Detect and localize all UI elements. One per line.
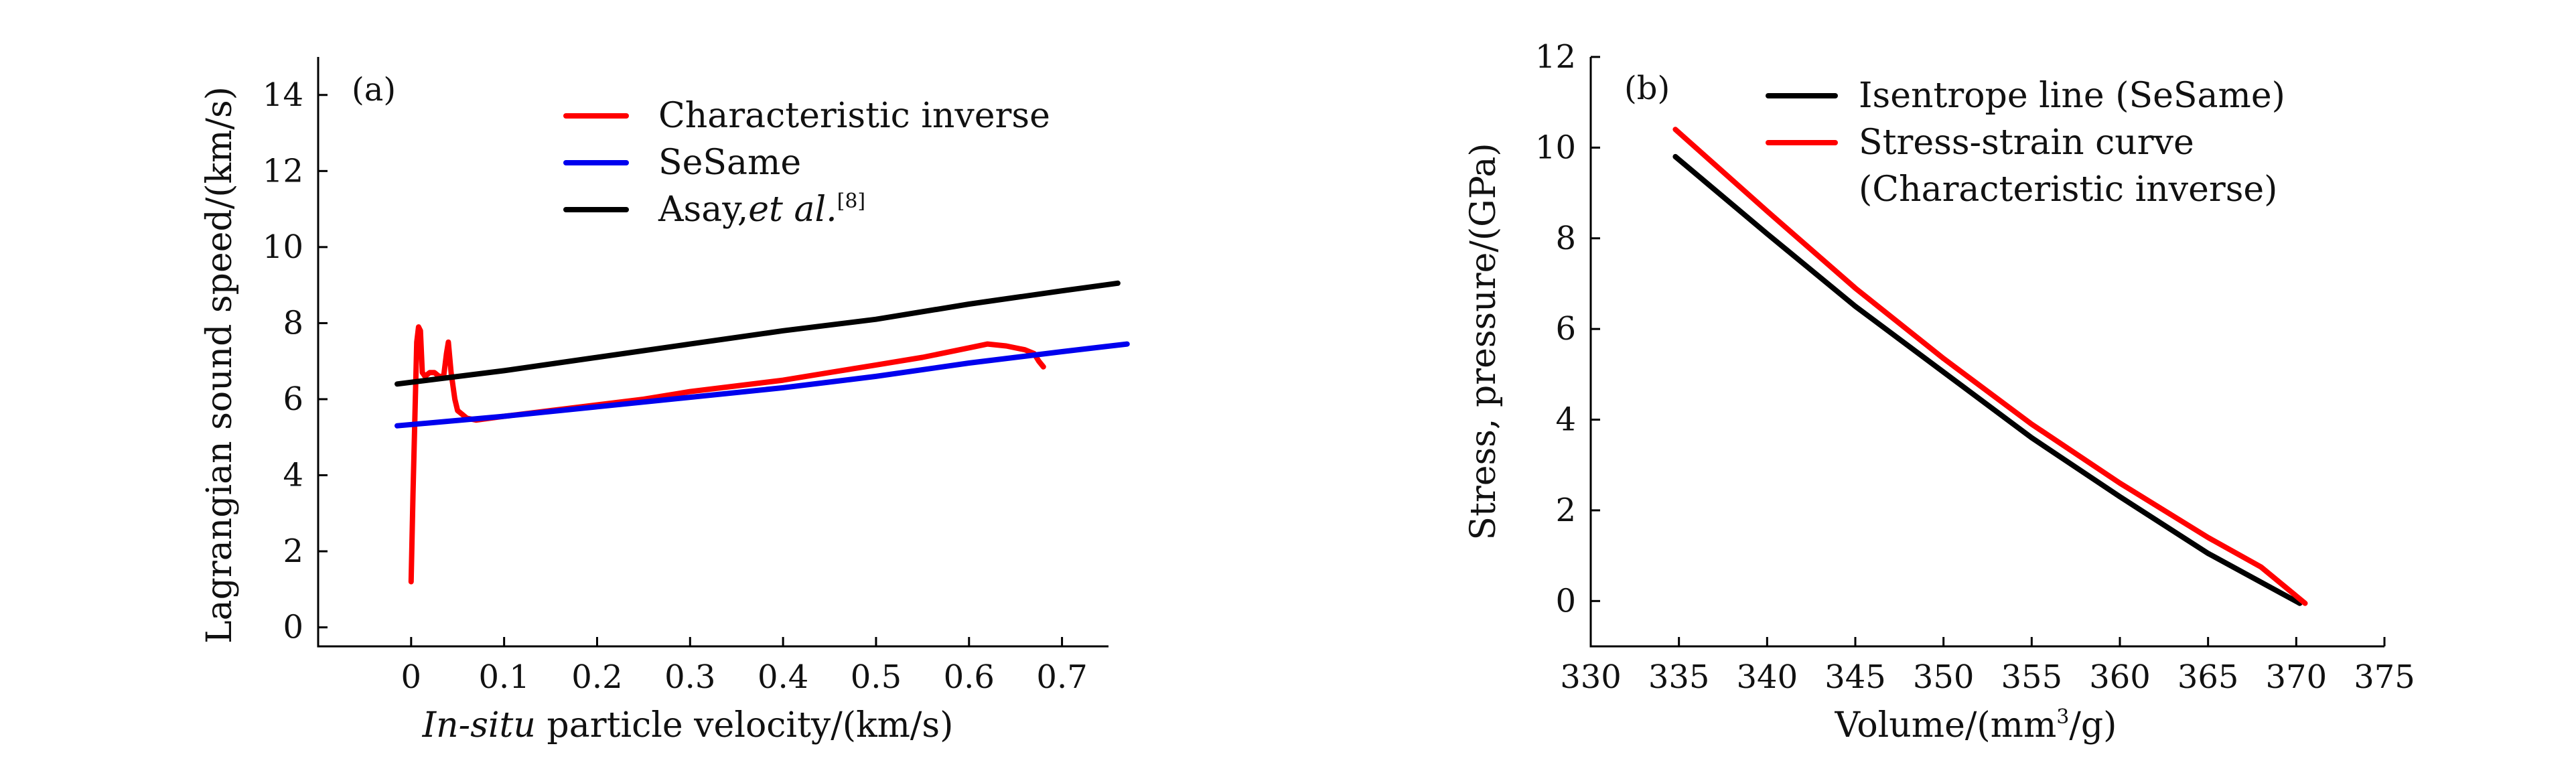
panel-a-y-axis-title: Lagrangian sound speed/(km/s) (200, 86, 240, 644)
panel-a-legend-label-sesame: SeSame (658, 143, 801, 183)
panel-b-y-tick-label: 6 (1555, 310, 1576, 348)
panel-a-x-axis-title-italic: In-situ (422, 705, 536, 745)
panel-a-series-asay (395, 280, 1121, 387)
panel-b-x-axis-title-suffix: /g) (2069, 705, 2117, 745)
panel-a-x-tick-label: 0 (401, 658, 422, 696)
panel-b-legend-label-isentrope: Isentrope line (SeSame) (1859, 76, 2285, 116)
panel-b-x-tick-label: 330 (1560, 658, 1622, 696)
panel-a-x-tick-label: 0.1 (478, 658, 529, 696)
panel-a-series-sesame (395, 341, 1130, 429)
panel-b-x-tick-label: 365 (2177, 658, 2239, 696)
panel-a-x-tick-label: 0.2 (571, 658, 622, 696)
panel-a-legend-label-asay: Asay,et al.[8] (658, 190, 865, 230)
panel-a-y-tick-label: 0 (283, 609, 303, 646)
panel-a-y-tick-label: 4 (283, 457, 303, 494)
panel-a-plot-area: 0 0.1 0.2 0.3 0.4 0.5 0.6 0.7 0 2 4 6 8 10 12 14 (263, 57, 1130, 696)
panel-a-x-tick-label: 0.4 (758, 658, 808, 696)
panel-b-plot-area: 330 335 340 345 350 355 360 365 370 375 0 2 4 6 8 10 12 (1535, 38, 2415, 696)
panel-b-legend-label-stress-strain: Stress-strain curve (1859, 123, 2194, 163)
panel-a-y-tick-label: 2 (283, 532, 303, 570)
panel-a-label: (a) (352, 71, 396, 109)
panel-b-x-tick-label: 350 (1913, 658, 1975, 696)
panel-b-y-tick-label: 2 (1555, 492, 1576, 529)
panel-a-y-tick-label: 12 (263, 152, 303, 190)
panel-b-label: (b) (1624, 70, 1670, 107)
panel-b-x-axis-title-prefix: Volume/(mm (1835, 705, 2057, 745)
panel-b-x-tick-label: 335 (1648, 658, 1710, 696)
panel-a-legend-asay-etal: et al. (748, 190, 837, 230)
panel-a-y-tick-label: 10 (263, 228, 303, 266)
panel-b-x-tick-label: 340 (1737, 658, 1798, 696)
panel-b-series-isentrope (1672, 153, 2303, 606)
panel-b-x-tick-label: 355 (2001, 658, 2063, 696)
panel-a-x-tick-label: 0.6 (944, 658, 995, 696)
panel-a-y-tick-label: 8 (283, 304, 303, 342)
panel-b-y-tick-label: 10 (1535, 129, 1576, 166)
panel-a-x-axis-title-rest: particle velocity/(km/s) (536, 705, 954, 745)
panel-b-x-axis-title: Volume/(mm3/g) (1835, 705, 2117, 745)
panel-b-series-stress-strain (1672, 127, 2308, 606)
panel-a-legend-asay-ref: [8] (837, 190, 866, 213)
panel-b-y-tick-label: 8 (1555, 220, 1576, 257)
panel-b-legend: Isentrope line (SeSame) Stress-strain cu… (1766, 76, 2285, 210)
panel-b-y-axis-title: Stress, pressure/(GPa) (1463, 143, 1504, 540)
panel-b-x-tick-label: 370 (2266, 658, 2328, 696)
panel-b-x-tick-label: 360 (2089, 658, 2151, 696)
panel-b-y-tick-label: 12 (1535, 38, 1576, 76)
panel-a-x-tick-label: 0.5 (851, 658, 902, 696)
panel-a-legend: Characteristic inverse SeSame Asay,et al… (563, 96, 1050, 230)
panel-b-legend-label-stress-strain-line2: (Characteristic inverse) (1859, 169, 2277, 210)
panel-a-y-tick-label: 14 (263, 76, 303, 114)
panel-b-x-tick-label: 345 (1824, 658, 1886, 696)
panel-a-legend-asay-name: Asay, (658, 190, 748, 230)
panel-a-legend-label-characteristic: Characteristic inverse (658, 96, 1050, 136)
panel-a-x-tick-label: 0.7 (1036, 658, 1087, 696)
panel-a-axes (317, 57, 1108, 648)
panel-a-x-axis-title: In-situ particle velocity/(km/s) (422, 705, 954, 745)
panel-b-y-tick-label: 0 (1555, 582, 1576, 620)
panel-a-chart: 0 0.1 0.2 0.3 0.4 0.5 0.6 0.7 0 2 4 6 8 10 12 14 (a) In… (200, 57, 1130, 745)
panel-a-series-characteristic-inverse (408, 324, 1046, 585)
panel-b-chart: 330 335 340 345 350 355 360 365 370 375024681012 … (1463, 38, 2415, 745)
panel-b-x-tick-label: 375 (2354, 658, 2415, 696)
panel-b-y-tick-label: 4 (1555, 401, 1576, 439)
panel-a-x-tick-label: 0.3 (664, 658, 715, 696)
panel-b-x-axis-title-sup: 3 (2056, 705, 2069, 729)
panel-a-y-tick-label: 6 (283, 380, 303, 418)
